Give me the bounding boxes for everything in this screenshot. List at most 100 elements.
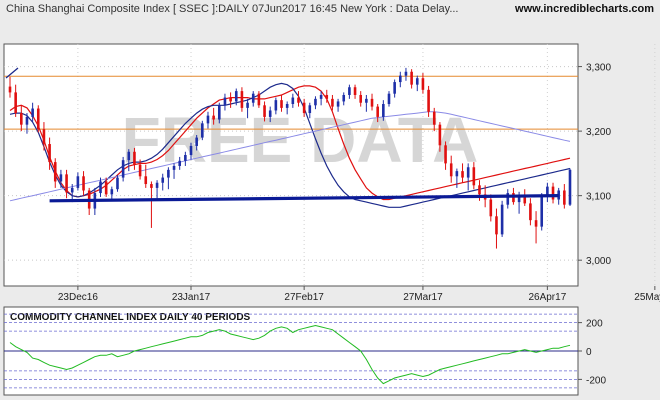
- candle-up: [314, 98, 317, 106]
- candle-up: [393, 82, 396, 94]
- candle-up: [500, 204, 504, 235]
- candle-down: [432, 111, 436, 125]
- candle-down: [297, 97, 300, 103]
- candle-down: [427, 89, 430, 112]
- candle-down: [42, 129, 46, 145]
- candle-down: [523, 196, 527, 204]
- candle-down: [36, 108, 40, 130]
- price-y-tick-label: 3,300: [586, 63, 611, 74]
- candle-down: [280, 100, 283, 108]
- candle-up: [223, 97, 227, 106]
- candle-up: [195, 137, 198, 146]
- candle-down: [438, 124, 442, 146]
- candle-down: [370, 98, 374, 107]
- price-x-tick-label: 25May17: [634, 292, 660, 303]
- candle-down: [495, 216, 498, 235]
- candle-up: [201, 123, 204, 138]
- ma-medium-line: [9, 82, 571, 208]
- candle-down: [82, 176, 85, 191]
- candle-up: [116, 177, 119, 190]
- price-plot-area: [3, 43, 579, 287]
- candle-down: [489, 199, 493, 217]
- candle-up: [319, 94, 323, 99]
- candle-down: [331, 98, 334, 107]
- candle-up: [184, 154, 187, 161]
- candle-up: [387, 93, 391, 105]
- cci-y-tick-label: 200: [586, 319, 603, 330]
- candle-down: [563, 190, 566, 205]
- candle-up: [415, 78, 419, 85]
- candle-up: [399, 75, 402, 83]
- candle-down: [353, 87, 357, 95]
- price-x-tick-label: 23Dec16: [58, 292, 98, 303]
- candle-up: [189, 145, 193, 155]
- candle-down: [104, 181, 108, 195]
- candle-down: [14, 92, 17, 114]
- candle-down: [53, 162, 57, 182]
- support-line: [49, 194, 559, 203]
- candle-up: [546, 186, 549, 197]
- candle-up: [172, 165, 176, 170]
- candle-down: [461, 171, 464, 178]
- candle-down: [534, 220, 538, 227]
- candle-down: [449, 163, 453, 177]
- price-x-axis: 23Dec16 23Jan17 27Feb17 27Mar17 26Apr17 25May…: [58, 286, 660, 303]
- price-x-tick-label: 23Jan17: [172, 292, 211, 303]
- candle-up: [268, 110, 272, 117]
- candle-up: [568, 169, 572, 205]
- candle-down: [359, 94, 363, 103]
- chart-title: China Shanghai Composite Index [ SSEC ]:…: [6, 3, 459, 15]
- price-y-tick-label: 3,200: [586, 127, 611, 138]
- candle-down: [376, 106, 379, 117]
- ma-long-line: [9, 111, 571, 202]
- candle-up: [178, 160, 181, 166]
- moving-averages: [9, 82, 571, 208]
- candle-up: [167, 169, 170, 178]
- candle-up: [76, 176, 80, 188]
- cci-line: [9, 324, 571, 385]
- price-y-tick-label: 3,100: [586, 192, 611, 203]
- candle-down: [65, 174, 68, 193]
- candle-up: [121, 160, 125, 178]
- candle-down: [240, 91, 244, 108]
- site-url[interactable]: www.incrediblecharts.com: [514, 3, 654, 15]
- price-y-tick-label: 3,000: [586, 256, 611, 267]
- candle-up: [251, 93, 255, 103]
- candle-up: [336, 101, 340, 107]
- resistance-lines: [4, 75, 578, 130]
- candle-up: [99, 181, 102, 194]
- support-trendline: [49, 194, 559, 203]
- candle-down: [529, 203, 532, 221]
- candle-up: [59, 174, 63, 182]
- candle-down: [8, 86, 12, 93]
- candle-down: [133, 151, 136, 165]
- candle-up: [70, 187, 74, 193]
- candle-down: [325, 94, 329, 99]
- candle-up: [127, 151, 131, 161]
- candle-up: [404, 71, 408, 76]
- candle-down: [551, 186, 555, 200]
- candle-down: [421, 78, 425, 90]
- candle-down: [302, 102, 306, 114]
- cci-title: COMMODITY CHANNEL INDEX DAILY 40 PERIODS: [10, 312, 251, 323]
- candle-down: [478, 185, 481, 195]
- candle-down: [48, 144, 51, 163]
- candle-up: [365, 98, 368, 103]
- cci-levels: [4, 313, 578, 389]
- candle-down: [144, 176, 148, 185]
- candle-up: [206, 115, 210, 124]
- candle-up: [382, 104, 385, 117]
- candle-down: [138, 164, 142, 177]
- candle-down: [472, 167, 476, 186]
- candle-up: [342, 94, 346, 102]
- candle-down: [212, 115, 215, 120]
- candle-up: [291, 97, 295, 105]
- candle-up: [506, 193, 510, 205]
- candle-up: [234, 91, 238, 102]
- candle-down: [263, 105, 266, 117]
- candle-up: [455, 171, 459, 177]
- candle-up: [274, 100, 278, 111]
- price-x-tick-label: 27Mar17: [403, 292, 443, 303]
- candle-up: [285, 104, 289, 108]
- candle-down: [150, 184, 153, 188]
